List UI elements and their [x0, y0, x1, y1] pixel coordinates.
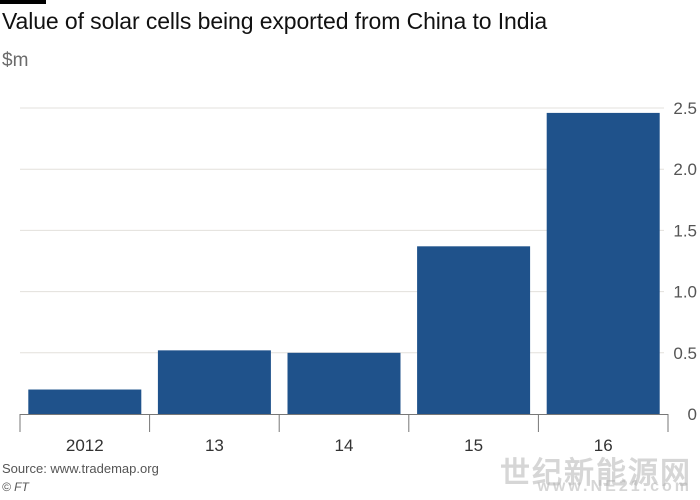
y-tick-label: 0.5: [673, 344, 697, 363]
watermark-logo: 世纪新能源网: [500, 457, 692, 490]
bar: [28, 389, 142, 414]
y-tick-label: 2.0: [673, 160, 697, 179]
source-note: Source: www.trademap.org: [2, 461, 159, 476]
x-tick-label: 15: [464, 436, 483, 455]
top-rule: [0, 0, 46, 4]
x-tick-label: 13: [205, 436, 224, 455]
credit-note: © FT: [2, 480, 29, 494]
y-tick-label: 0: [688, 405, 697, 424]
bar: [546, 112, 660, 415]
y-tick-label: 1.5: [673, 221, 697, 240]
x-tick-label: 2012: [66, 436, 104, 455]
x-tick-label: 14: [335, 436, 354, 455]
x-tick-label: 16: [594, 436, 613, 455]
bar: [287, 352, 401, 414]
watermark-url: www.NE21.com: [537, 478, 692, 495]
chart-title: Value of solar cells being exported from…: [2, 8, 548, 34]
unit-label: $m: [2, 50, 29, 71]
y-tick-label: 2.5: [673, 99, 697, 118]
bar: [157, 350, 271, 414]
bar: [417, 246, 531, 414]
y-tick-label: 1.0: [673, 283, 697, 302]
